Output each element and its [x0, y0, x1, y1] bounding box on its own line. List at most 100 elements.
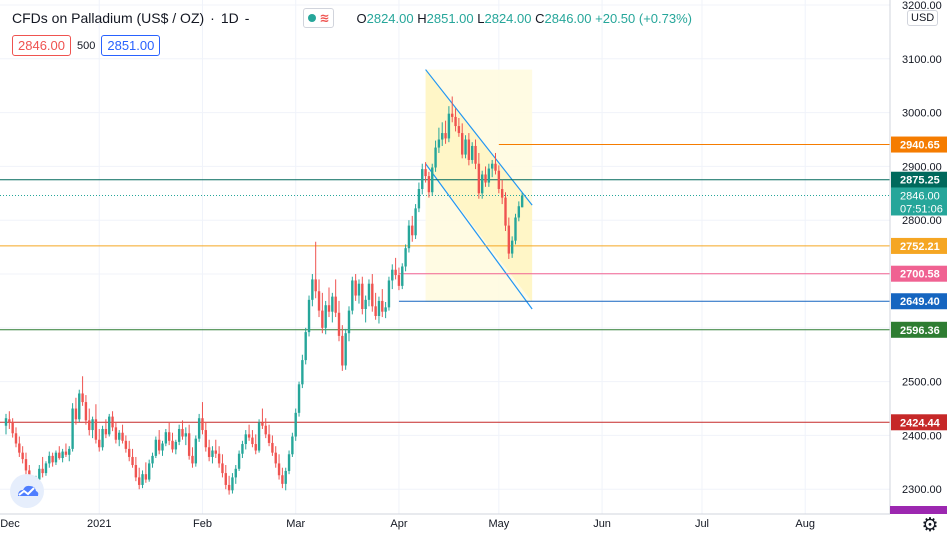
candle-body: [98, 439, 101, 448]
x-tick-label: Jun: [593, 518, 611, 530]
x-tick-label: May: [488, 518, 509, 530]
candle: [211, 446, 214, 464]
candle: [480, 170, 484, 199]
time-axis-labels: Dec 2021 Feb Mar Apr May Jun Jul Aug: [0, 518, 815, 530]
candle-body: [377, 300, 381, 316]
legend-separator: ·: [210, 10, 215, 26]
candle-body: [327, 305, 331, 312]
candle: [500, 179, 504, 205]
candle: [51, 452, 54, 467]
candle: [451, 96, 454, 123]
candle-body: [514, 217, 517, 241]
candle: [467, 133, 471, 166]
candle-body: [331, 296, 334, 312]
candle: [221, 454, 224, 478]
candle-body: [301, 360, 304, 385]
x-tick-label: Jul: [695, 518, 709, 530]
candle: [324, 300, 327, 335]
candle: [351, 276, 354, 315]
candle-body: [147, 463, 151, 480]
settings-gear-icon[interactable]: ⚙: [921, 515, 939, 536]
candle-body: [108, 416, 111, 435]
candle-body: [391, 269, 394, 281]
chart-legend: CFDs on Palladium (US$ / OZ) · 1D - ≋ O2…: [12, 8, 692, 28]
candle-body: [314, 279, 317, 292]
candle: [304, 327, 307, 365]
bottom-level-tag: [890, 506, 947, 514]
y-tick-label: 2400.00: [902, 430, 942, 442]
cloud-logo-icon: [18, 485, 39, 496]
candle-body: [167, 432, 171, 441]
y-tick-label: 3000.00: [902, 108, 942, 120]
level-price-tags: 2940.65 2875.25 2752.21 2700.58 2649.40 2596.…: [891, 136, 947, 431]
candle-body: [407, 225, 411, 249]
sell-price-button[interactable]: 2846.00: [12, 35, 71, 56]
candle: [517, 201, 521, 222]
candle-body: [324, 305, 327, 328]
candle-body: [201, 418, 204, 431]
candle-body: [241, 444, 244, 454]
candle: [128, 440, 131, 462]
candle: [471, 142, 474, 164]
candle-body: [128, 448, 131, 457]
candle-body: [367, 283, 371, 300]
candle-body: [274, 452, 277, 464]
candle-body: [500, 189, 504, 198]
market-open-dot-icon: [308, 14, 317, 22]
quote-panel: 2846.00 500 2851.00: [12, 35, 161, 56]
candle: [271, 435, 274, 456]
candle-body: [287, 454, 291, 471]
candle-body: [504, 197, 507, 226]
interval-label[interactable]: 1D: [220, 10, 239, 26]
candle-body: [424, 169, 427, 177]
low-value: 2824.00: [484, 10, 532, 26]
candle: [101, 425, 104, 451]
candle-body: [434, 147, 437, 168]
candle: [417, 182, 421, 213]
tradingview-logo[interactable]: [10, 474, 44, 508]
candle: [381, 289, 384, 318]
candle-body: [224, 473, 227, 485]
market-status-button[interactable]: ≋: [303, 8, 335, 28]
candle: [147, 459, 151, 482]
candle-body: [114, 427, 118, 440]
candle: [361, 276, 364, 315]
candle: [444, 120, 447, 144]
candle-body: [21, 452, 24, 460]
candle-body: [261, 422, 264, 426]
candle: [207, 439, 211, 462]
candle: [297, 381, 301, 417]
open-value: 2824.00: [366, 10, 414, 26]
candle-body: [227, 484, 231, 491]
candle: [247, 424, 251, 441]
candle: [118, 430, 121, 447]
level-tag-label: 2752.21: [900, 241, 940, 253]
level-tag: [891, 293, 947, 310]
candle: [510, 236, 514, 258]
candle-body: [151, 455, 154, 464]
candle: [224, 465, 227, 490]
candle-body: [41, 468, 44, 474]
symbol-title[interactable]: CFDs on Palladium (US$ / OZ): [12, 10, 205, 26]
candle-body: [477, 163, 481, 194]
candle: [364, 295, 367, 323]
candle-body: [204, 430, 207, 448]
candle: [68, 446, 71, 462]
candle: [141, 470, 144, 489]
y-tick-label: 2900.00: [902, 161, 942, 173]
candle-body: [197, 418, 201, 439]
buy-price-button[interactable]: 2851.00: [101, 35, 161, 56]
candle: [447, 106, 451, 143]
legend-dash: -: [244, 10, 250, 26]
candle-body: [118, 432, 121, 440]
candle: [407, 220, 411, 253]
candle: [277, 454, 281, 480]
candle: [184, 427, 188, 446]
change-value: +20.50 (+0.73%): [595, 10, 692, 26]
x-tick-label: Feb: [193, 518, 212, 530]
candle-body: [264, 425, 267, 435]
candle-body: [254, 444, 257, 451]
candle: [507, 217, 511, 259]
currency-button[interactable]: USD: [907, 10, 939, 26]
